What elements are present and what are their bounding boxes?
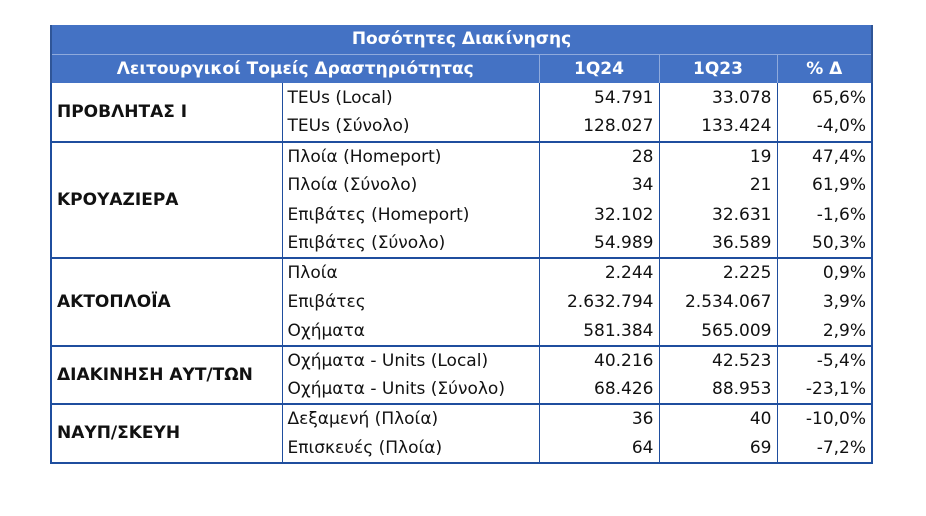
value-1q24-cell: 581.384	[539, 316, 660, 347]
value-1q24-cell: 128.027	[539, 112, 660, 143]
metric-cell: Επιβάτες	[282, 287, 540, 317]
value-1q24-cell: 2.244	[539, 258, 660, 288]
table-row: Επιβάτες (Σύνολο) 54.989 36.589 50,3%	[51, 229, 874, 260]
pct-change-cell: -4,0%	[777, 112, 874, 143]
pct-change-cell: -5,4%	[777, 345, 874, 376]
header-1q24: 1Q24	[538, 54, 660, 84]
value-1q24-cell: 28	[539, 141, 660, 171]
header-1q23: 1Q23	[659, 54, 778, 84]
table-row: Επιβάτες (Homeport) 32.102 32.631 -1,6%	[51, 199, 874, 230]
pct-change-cell: 50,3%	[777, 229, 874, 260]
metric-cell: Δεξαμενή (Πλοία)	[282, 404, 540, 434]
metric-cell: Επιβάτες (Σύνολο)	[282, 229, 540, 260]
pct-change-cell: -23,1%	[777, 375, 874, 406]
table-row: TEUs (Σύνολο) 128.027 133.424 -4,0%	[51, 112, 874, 143]
pct-change-cell: 3,9%	[777, 287, 874, 317]
metric-cell: TEUs (Σύνολο)	[282, 112, 540, 143]
value-1q24-cell: 32.102	[539, 199, 660, 230]
value-1q23-cell: 40	[659, 404, 778, 434]
sector-label: ΚΡΟΥΑΖΙΕΡΑ	[50, 141, 283, 260]
metric-cell: Πλοία (Homeport)	[282, 141, 540, 171]
table-title: Ποσότητες Διακίνησης	[49, 25, 874, 55]
value-1q23-cell: 2.534.067	[659, 287, 778, 317]
metric-cell: Πλοία	[282, 258, 540, 288]
metric-cell: Οχήματα - Units (Σύνολο)	[282, 375, 540, 406]
pct-change-cell: 47,4%	[777, 141, 874, 171]
table-row: Πλοία (Σύνολο) 34 21 61,9%	[51, 170, 874, 200]
table-row: Οχήματα - Units (Σύνολο) 68.426 88.953 -23,…	[51, 375, 874, 406]
sector-label: ΝΑΥΠ/ΣΚΕΥΗ	[50, 404, 283, 464]
sector-label: ΔΙΑΚΙΝΗΣΗ ΑΥΤ/ΤΩΝ	[50, 345, 283, 406]
pct-change-cell: 0,9%	[777, 258, 874, 288]
metric-cell: TEUs (Local)	[282, 83, 540, 113]
value-1q23-cell: 2.225	[659, 258, 778, 288]
table-row: Επιβάτες 2.632.794 2.534.067 3,9%	[51, 287, 874, 317]
value-1q23-cell: 33.078	[659, 83, 778, 113]
value-1q23-cell: 21	[659, 170, 778, 200]
sector-label: ΠΡΟΒΛΗΤΑΣ Ι	[50, 83, 283, 143]
value-1q23-cell: 133.424	[659, 112, 778, 143]
value-1q24-cell: 54.989	[539, 229, 660, 260]
value-1q24-cell: 68.426	[539, 375, 660, 406]
header-row: Λειτουργικοί Τομείς Δραστηριότητας 1Q24 …	[50, 54, 874, 84]
metric-cell: Οχήματα - Units (Local)	[282, 345, 540, 376]
table-row: Οχήματα 581.384 565.009 2,9%	[51, 316, 874, 347]
value-1q23-cell: 32.631	[659, 199, 778, 230]
table-row: ΝΑΥΠ/ΣΚΕΥΗ Δεξαμενή (Πλοία) 36 40 -10,0%	[50, 404, 874, 464]
table-row: ΑΚΤΟΠΛΟΪΑ Πλοία 2.244 2.225 0,9%	[50, 258, 874, 347]
metric-cell: Επισκευές (Πλοία)	[282, 433, 540, 464]
value-1q23-cell: 565.009	[659, 316, 778, 347]
value-1q24-cell: 34	[539, 170, 660, 200]
value-1q23-cell: 42.523	[659, 345, 778, 376]
table-row: Επισκευές (Πλοία) 64 69 -7,2%	[51, 433, 874, 464]
header-sector: Λειτουργικοί Τομείς Δραστηριότητας	[50, 54, 540, 84]
pct-change-cell: 61,9%	[777, 170, 874, 200]
value-1q24-cell: 40.216	[539, 345, 660, 376]
value-1q23-cell: 19	[659, 141, 778, 171]
pct-change-cell: 65,6%	[777, 83, 874, 113]
value-1q24-cell: 64	[539, 433, 660, 464]
value-1q24-cell: 2.632.794	[539, 287, 660, 317]
table-row: ΚΡΟΥΑΖΙΕΡΑ Πλοία (Homeport) 28 19 47,4%	[50, 141, 874, 260]
value-1q23-cell: 36.589	[659, 229, 778, 260]
value-1q23-cell: 69	[659, 433, 778, 464]
table-row: ΔΙΑΚΙΝΗΣΗ ΑΥΤ/ΤΩΝ Οχήματα - Units (Local)…	[50, 345, 874, 406]
metric-cell: Επιβάτες (Homeport)	[282, 199, 540, 230]
pct-change-cell: -7,2%	[777, 433, 874, 464]
sector-label: ΑΚΤΟΠΛΟΪΑ	[50, 258, 283, 347]
metric-cell: Οχήματα	[282, 316, 540, 347]
table-row: ΠΡΟΒΛΗΤΑΣ Ι TEUs (Local) 54.791 33.078 65,6%	[50, 83, 874, 143]
pct-change-cell: -10,0%	[777, 404, 874, 434]
pct-change-cell: -1,6%	[777, 199, 874, 230]
traffic-volumes-table: Ποσότητες Διακίνησης Λειτουργικοί Τομείς…	[49, 25, 874, 464]
pct-change-cell: 2,9%	[777, 316, 874, 347]
metric-cell: Πλοία (Σύνολο)	[282, 170, 540, 200]
value-1q23-cell: 88.953	[659, 375, 778, 406]
value-1q24-cell: 54.791	[539, 83, 660, 113]
header-pct-change: % Δ	[777, 54, 874, 84]
value-1q24-cell: 36	[539, 404, 660, 434]
